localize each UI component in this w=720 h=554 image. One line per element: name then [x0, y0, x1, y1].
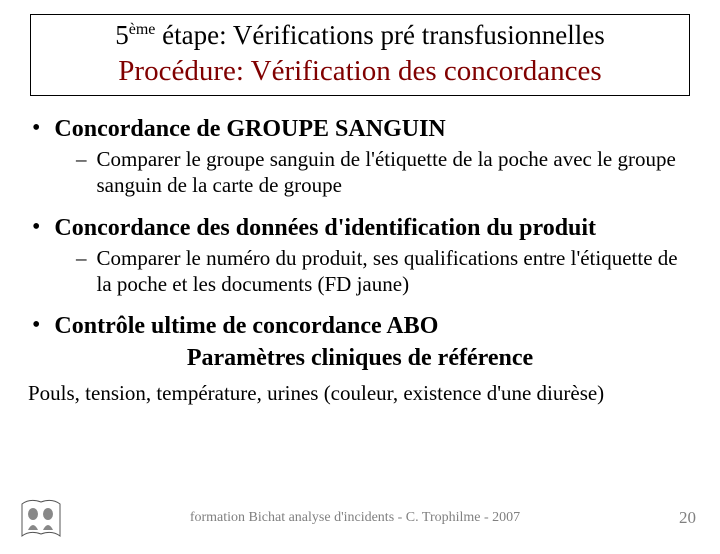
plain-line: Pouls, tension, température, urines (cou… — [28, 380, 692, 406]
center-subtitle: Paramètres cliniques de référence — [28, 343, 692, 374]
bullet-text: Concordance des données d'identification… — [54, 213, 596, 243]
footer: formation Bichat analyse d'incidents - C… — [0, 496, 720, 540]
bullet-level1: • Contrôle ultime de concordance ABO — [32, 311, 692, 341]
bullet-level1: • Concordance de GROUPE SANGUIN — [32, 114, 692, 144]
bullet-text: Comparer le groupe sanguin de l'étiquett… — [97, 146, 693, 199]
bullet-level1: • Concordance des données d'identificati… — [32, 213, 692, 243]
footer-logo-icon — [18, 496, 64, 540]
footer-text: formation Bichat analyse d'incidents - C… — [64, 510, 646, 526]
bullet-text: Contrôle ultime de concordance ABO — [54, 311, 438, 341]
bullet-dot: • — [32, 311, 40, 341]
title-line1: 5ème étape: Vérifications pré transfusio… — [39, 19, 681, 53]
bullet-dash: – — [76, 146, 87, 199]
title-rest: étape: Vérifications pré transfusionnell… — [155, 20, 604, 50]
title-prefix: 5 — [115, 20, 129, 50]
page-number: 20 — [646, 508, 696, 528]
bullet-dot: • — [32, 213, 40, 243]
bullet-level2: – Comparer le numéro du produit, ses qua… — [76, 245, 692, 298]
title-sup: ème — [129, 21, 156, 38]
content: • Concordance de GROUPE SANGUIN – Compar… — [28, 114, 692, 406]
bullet-dash: – — [76, 245, 87, 298]
bullet-text: Concordance de GROUPE SANGUIN — [54, 114, 445, 144]
title-box: 5ème étape: Vérifications pré transfusio… — [30, 14, 690, 96]
title-line2: Procédure: Vérification des concordances — [39, 53, 681, 89]
bullet-dot: • — [32, 114, 40, 144]
bullet-text: Comparer le numéro du produit, ses quali… — [97, 245, 693, 298]
bullet-level2: – Comparer le groupe sanguin de l'étique… — [76, 146, 692, 199]
